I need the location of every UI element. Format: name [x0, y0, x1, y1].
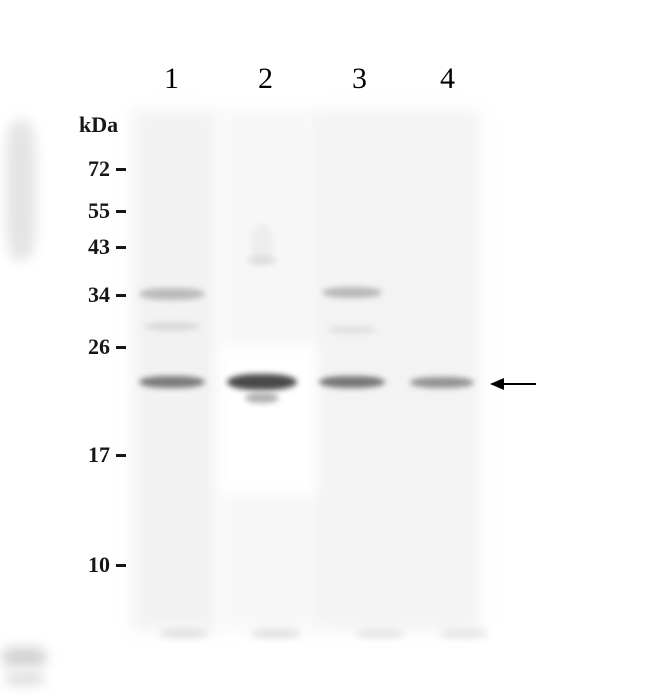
blot-band: [139, 288, 205, 300]
artifact-smudge: [252, 630, 300, 637]
blot-band: [144, 322, 200, 331]
artifact-edge: [6, 674, 44, 684]
blot-band: [251, 224, 273, 264]
mw-label: 26: [65, 334, 110, 360]
artifact-smudge: [356, 630, 404, 637]
mw-tick: [116, 454, 126, 457]
mw-label: 55: [65, 198, 110, 224]
blot-band: [327, 326, 377, 334]
top-margin: [0, 0, 650, 90]
kda-header: kDa: [79, 112, 118, 138]
arrow-shaft: [502, 383, 536, 385]
mw-label: 43: [65, 234, 110, 260]
blot-band: [410, 377, 474, 388]
blot-background-region: [310, 110, 480, 630]
blot-background-region: [132, 110, 218, 630]
lane-label-2: 2: [258, 62, 273, 96]
western-blot-figure: 1 2 3 4 kDa 72 55 43 34 26 17 10: [0, 0, 650, 700]
artifact-smudge: [440, 630, 488, 637]
mw-label: 34: [65, 282, 110, 308]
blot-band: [322, 287, 382, 298]
lane-label-4: 4: [440, 62, 455, 96]
mw-tick: [116, 294, 126, 297]
artifact-edge: [2, 648, 46, 666]
blot-background-region: [220, 345, 316, 495]
mw-label: 10: [65, 552, 110, 578]
blot-band: [245, 393, 279, 403]
mw-tick: [116, 168, 126, 171]
artifact-smudge: [160, 630, 208, 637]
mw-tick: [116, 210, 126, 213]
lane-label-1: 1: [164, 62, 179, 96]
mw-tick: [116, 564, 126, 567]
artifact-edge: [6, 120, 36, 260]
blot-band: [227, 374, 297, 390]
mw-label: 72: [65, 156, 110, 182]
mw-label: 17: [65, 442, 110, 468]
blot-band: [139, 376, 205, 388]
mw-tick: [116, 246, 126, 249]
mw-tick: [116, 346, 126, 349]
lane-label-3: 3: [352, 62, 367, 96]
blot-band: [319, 376, 385, 388]
